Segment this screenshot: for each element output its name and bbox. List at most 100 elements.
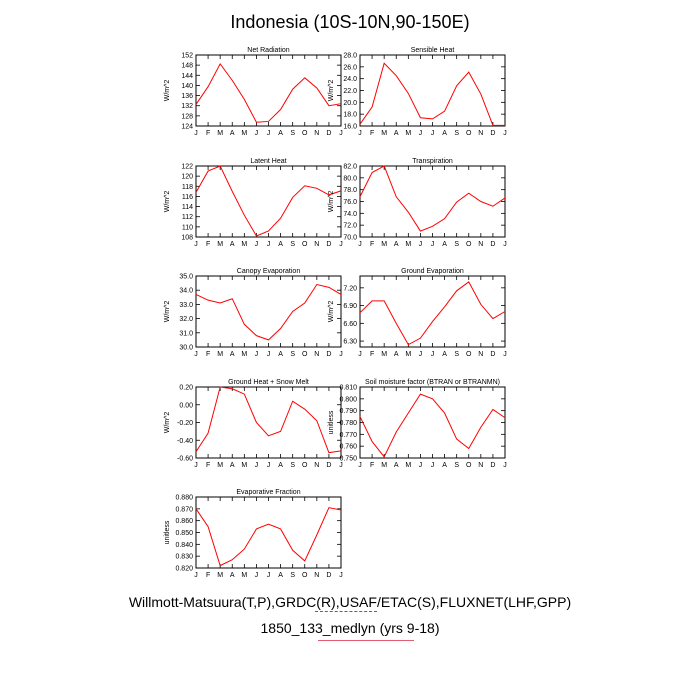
x-tick-label: J (339, 462, 343, 469)
footer-line2-underline (318, 640, 414, 641)
x-tick-label: M (241, 241, 247, 248)
y-tick-label: 22.0 (343, 88, 357, 95)
chart-panel-4: Transpiration 70.0 72.0 74.0 76.0 78.0 80.0 82.… (328, 158, 507, 248)
plot-frame (195, 54, 342, 127)
y-tick-label: 0.820 (175, 566, 193, 573)
y-tick-label: 108 (181, 235, 193, 242)
x-tick-label: A (230, 572, 235, 579)
y-tick-label: 118 (182, 184, 193, 191)
y-axis-label: W/m^2 (164, 412, 171, 434)
y-tick-label: 0.790 (339, 408, 357, 415)
x-tick-label: N (478, 241, 483, 248)
chart-panel-9: Evaporative Fraction 0.820 0.830 0.840 0.850… (164, 489, 343, 579)
x-tick-label: J (194, 130, 198, 137)
y-tick-label: 0.870 (175, 506, 193, 513)
x-tick-label: J (503, 130, 507, 137)
y-tick-label: 7.20 (343, 285, 357, 292)
x-tick-label: J (267, 351, 271, 358)
x-tick-label: A (442, 241, 447, 248)
x-tick-label: D (490, 241, 495, 248)
x-tick-label: J (503, 241, 507, 248)
x-tick-label: M (217, 130, 223, 137)
x-tick-label: O (302, 130, 308, 137)
x-tick-label: J (339, 351, 343, 358)
x-tick-label: D (326, 462, 331, 469)
y-tick-label: 110 (182, 224, 193, 231)
x-tick-label: F (370, 241, 374, 248)
y-axis-label: unitless (164, 520, 171, 544)
x-tick-label: A (394, 130, 399, 137)
x-tick-label: O (302, 462, 308, 469)
chart-title: Evaporative Fraction (236, 489, 300, 496)
x-tick-label: A (278, 130, 283, 137)
y-tick-label: 0.770 (339, 432, 357, 439)
y-axis-label: unitless (328, 410, 335, 434)
y-tick-label: 0.810 (339, 385, 357, 392)
x-tick-label: M (217, 462, 223, 469)
x-tick-label: J (419, 241, 423, 248)
chart-title: Ground Heat + Snow Melt (228, 379, 309, 386)
x-tick-label: F (206, 241, 210, 248)
x-tick-label: J (419, 462, 423, 469)
y-tick-label: 26.0 (343, 64, 357, 71)
x-tick-label: J (431, 351, 435, 358)
y-tick-label: 74.0 (343, 211, 357, 218)
x-tick-label: A (394, 241, 399, 248)
x-tick-label: A (394, 462, 399, 469)
x-tick-label: A (278, 572, 283, 579)
x-tick-label: O (466, 462, 472, 469)
x-tick-label: D (326, 572, 331, 579)
x-tick-label: J (255, 351, 259, 358)
y-tick-label: 24.0 (343, 76, 357, 83)
x-tick-label: M (241, 351, 247, 358)
y-tick-label: 33.0 (179, 302, 193, 309)
series-line (359, 281, 506, 346)
x-tick-label: J (255, 241, 259, 248)
x-tick-label: J (431, 462, 435, 469)
x-tick-label: A (230, 351, 235, 358)
chart-title: Net Radiation (247, 47, 290, 54)
x-tick-label: A (442, 351, 447, 358)
y-tick-label: 20.0 (343, 100, 357, 107)
x-tick-label: J (267, 462, 271, 469)
x-tick-label: A (442, 130, 447, 137)
x-tick-label: M (217, 241, 223, 248)
y-tick-label: 72.0 (343, 223, 357, 230)
series-line (359, 62, 505, 126)
x-tick-label: J (255, 572, 259, 579)
y-tick-label: 0.780 (339, 420, 357, 427)
x-tick-label: J (255, 462, 259, 469)
x-tick-label: S (290, 130, 295, 137)
x-tick-label: J (358, 241, 362, 248)
y-tick-label: 0.800 (339, 396, 357, 403)
x-tick-label: M (405, 241, 411, 248)
plot-frame (195, 165, 342, 238)
y-tick-label: -0.60 (177, 456, 193, 463)
x-tick-label: M (405, 351, 411, 358)
y-axis-label: W/m^2 (164, 301, 171, 323)
x-tick-label: S (290, 241, 295, 248)
x-tick-label: M (241, 462, 247, 469)
y-tick-label: 0.750 (339, 456, 357, 463)
x-tick-label: A (278, 462, 283, 469)
x-tick-label: N (314, 130, 319, 137)
x-tick-label: O (466, 130, 472, 137)
x-tick-label: J (267, 130, 271, 137)
chart-title: Soil moisture factor (BTRAN or BTRANMN) (365, 379, 500, 386)
y-tick-label: 16.0 (343, 124, 357, 131)
x-tick-label: D (326, 130, 331, 137)
y-tick-label: 80.0 (343, 175, 357, 182)
plot-frame (195, 275, 342, 348)
chart-panel-8: Soil moisture factor (BTRAN or BTRANMN) 0… (328, 379, 507, 469)
y-tick-label: 116 (182, 194, 193, 201)
x-tick-label: F (206, 572, 210, 579)
plot-frame (359, 54, 506, 127)
x-tick-label: D (326, 351, 331, 358)
x-tick-label: F (206, 130, 210, 137)
x-tick-label: M (381, 351, 387, 358)
series-line (195, 62, 342, 123)
y-tick-label: 0.20 (179, 385, 193, 392)
